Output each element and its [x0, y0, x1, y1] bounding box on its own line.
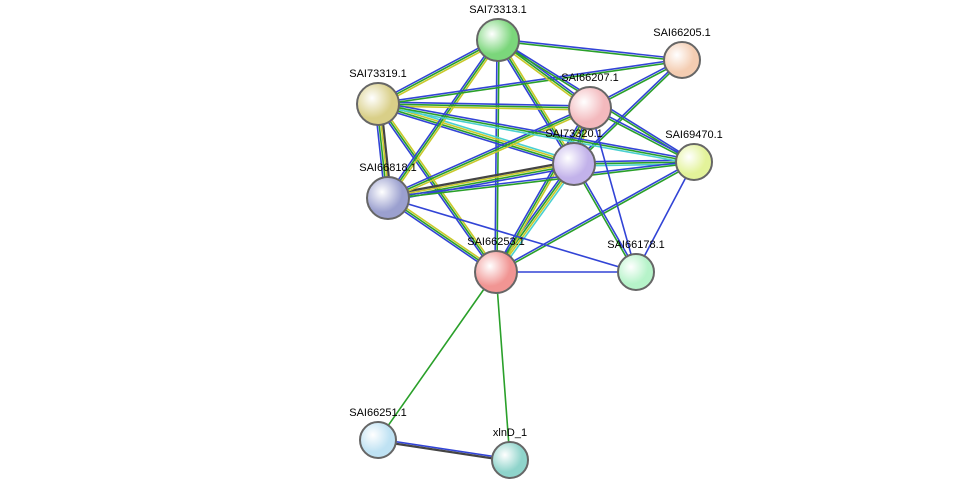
node-SAI73319[interactable]	[356, 82, 400, 126]
node-SAI73313[interactable]	[476, 18, 520, 62]
node-SAI66178[interactable]	[617, 253, 655, 291]
network-diagram: SAI73313.1SAI66205.1SAI73319.1SAI66207.1…	[0, 0, 975, 502]
node-SAI69470[interactable]	[675, 143, 713, 181]
edge	[590, 108, 636, 272]
node-SAI66253[interactable]	[474, 250, 518, 294]
node-SAI73320[interactable]	[552, 142, 596, 186]
node-SAI66207[interactable]	[568, 86, 612, 130]
node-SAI66818[interactable]	[366, 176, 410, 220]
edge	[496, 272, 510, 460]
edge	[378, 272, 496, 440]
node-xlnD_1[interactable]	[491, 441, 529, 479]
edge	[498, 109, 592, 273]
node-SAI66205[interactable]	[663, 41, 701, 79]
node-SAI66251[interactable]	[359, 421, 397, 459]
